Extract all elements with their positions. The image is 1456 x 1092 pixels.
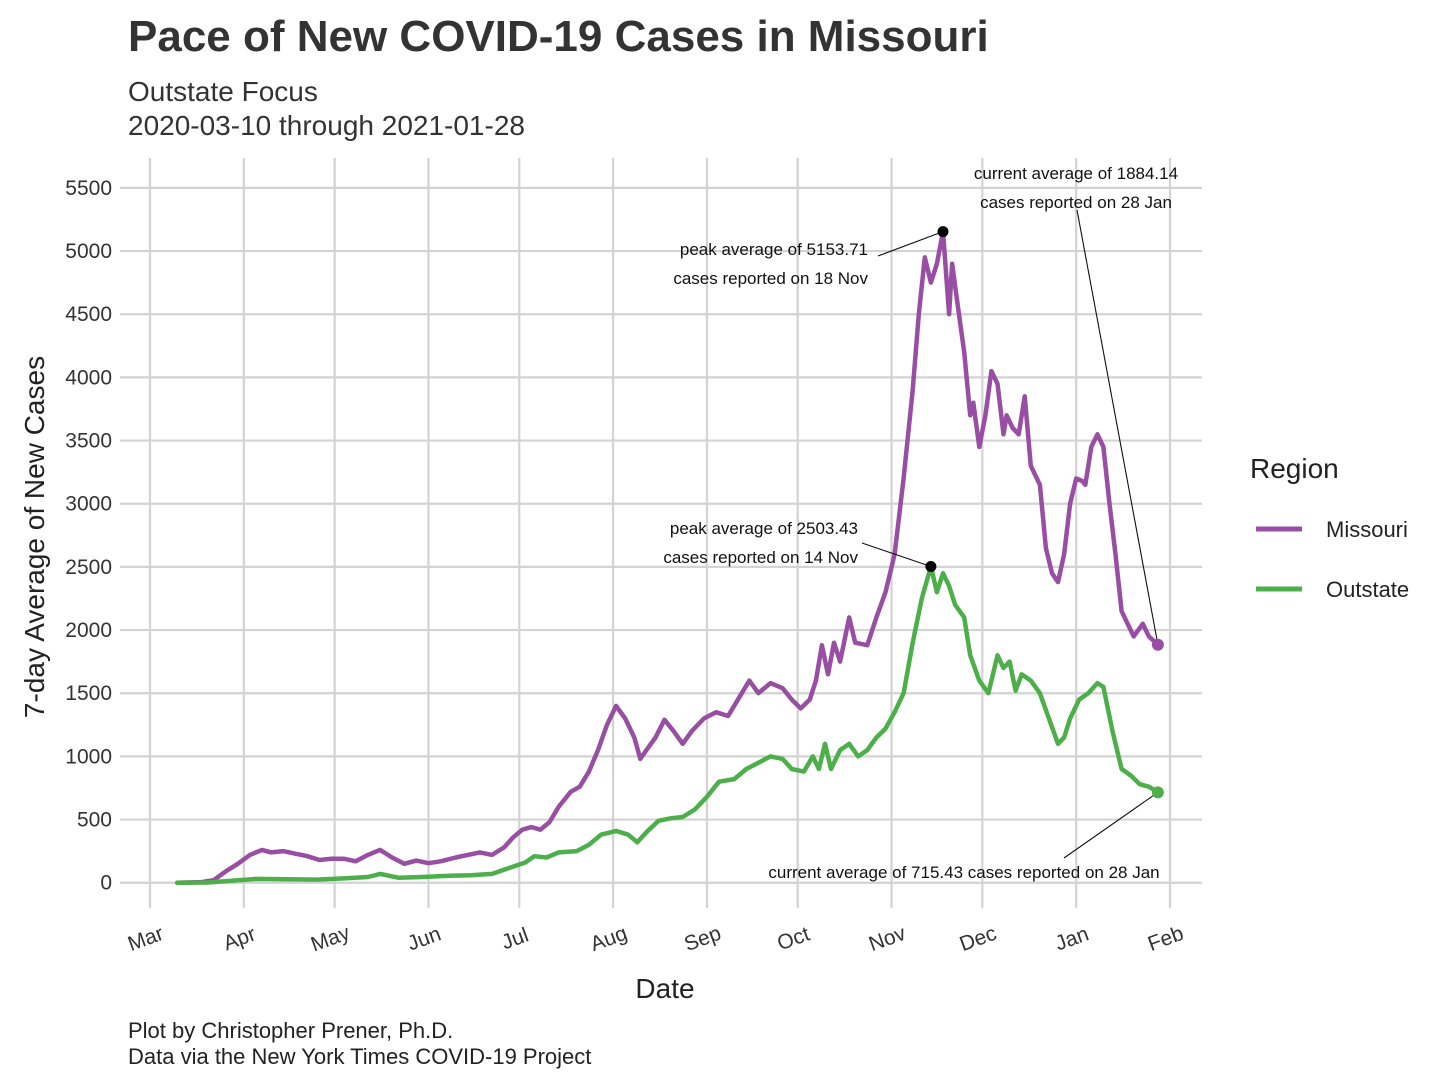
- x-tick-label: Oct: [774, 922, 813, 955]
- x-tick-label: Jul: [498, 923, 531, 954]
- legend-label-missouri: Missouri: [1326, 517, 1408, 542]
- annotation-leader: [1076, 209, 1159, 645]
- series-line-missouri: [174, 229, 1161, 885]
- legend-label-outstate: Outstate: [1326, 577, 1409, 602]
- legend: Region Missouri Outstate: [1250, 453, 1409, 602]
- y-tick-label: 0: [100, 872, 112, 895]
- series-line-outstate: [174, 564, 1161, 885]
- chart-subtitle: Outstate Focus: [128, 76, 318, 107]
- annotation-leader: [861, 542, 932, 567]
- caption-source: Data via the New York Times COVID-19 Pro…: [128, 1044, 592, 1069]
- y-tick-label: 5000: [65, 240, 112, 263]
- annotation-label: current average of 1884.14: [974, 164, 1178, 183]
- y-tick-label: 4500: [65, 303, 112, 326]
- y-tick-label: 5500: [65, 177, 112, 200]
- annotation-label: cases reported on 18 Nov: [673, 269, 868, 288]
- annotation-label: cases reported on 28 Jan: [980, 193, 1172, 212]
- x-tick-label: Nov: [866, 922, 909, 957]
- caption-author: Plot by Christopher Prener, Ph.D.: [128, 1018, 454, 1043]
- annotation-point: [925, 560, 937, 572]
- y-tick-label: 500: [77, 809, 112, 832]
- y-tick-label: 4000: [65, 366, 112, 389]
- y-tick-label: 2000: [65, 619, 112, 642]
- y-axis-label: 7-day Average of New Cases: [19, 356, 50, 718]
- grid-lines: [120, 158, 1202, 908]
- x-axis-ticks: Mar Apr May Jun Jul Aug Sep Oct Nov Dec Jan Feb: [125, 921, 1187, 956]
- legend-title: Region: [1250, 453, 1339, 484]
- annotation-point: [1151, 638, 1164, 651]
- annotation-leader: [1063, 791, 1159, 859]
- y-axis-ticks: 0 500 1000 1500 2000 2500 3000 3500 4000 4500 5000…: [65, 177, 112, 895]
- x-tick-label: Jan: [1052, 922, 1092, 955]
- x-tick-label: May: [308, 921, 354, 956]
- x-tick-label: Sep: [681, 922, 724, 956]
- y-tick-label: 1500: [65, 682, 112, 705]
- chart-title: Pace of New COVID-19 Cases in Missouri: [128, 12, 989, 61]
- x-tick-label: Feb: [1145, 922, 1187, 956]
- annotation-point: [937, 226, 949, 238]
- annotation-label: cases reported on 14 Nov: [663, 548, 858, 567]
- y-tick-label: 2500: [65, 556, 112, 579]
- y-tick-label: 3500: [65, 430, 112, 453]
- annotation-label: peak average of 5153.71: [680, 240, 868, 259]
- x-tick-label: Mar: [125, 922, 167, 956]
- annotation-leader: [877, 231, 944, 257]
- x-axis-label: Date: [635, 973, 694, 1004]
- y-tick-label: 3000: [65, 493, 112, 516]
- annotation-point: [1151, 786, 1164, 799]
- series-lines: [174, 229, 1161, 885]
- x-tick-label: Aug: [587, 922, 630, 956]
- x-tick-label: Apr: [220, 922, 259, 955]
- x-tick-label: Jun: [404, 922, 444, 955]
- annotation-label: peak average of 2503.43: [670, 519, 858, 538]
- y-tick-label: 1000: [65, 745, 112, 768]
- annotation-label: current average of 715.43 cases reported…: [768, 863, 1159, 882]
- chart-date-range: 2020-03-10 through 2021-01-28: [128, 110, 525, 141]
- annotations: peak average of 5153.71 cases reported on…: [663, 164, 1178, 882]
- x-tick-label: Dec: [957, 922, 1000, 956]
